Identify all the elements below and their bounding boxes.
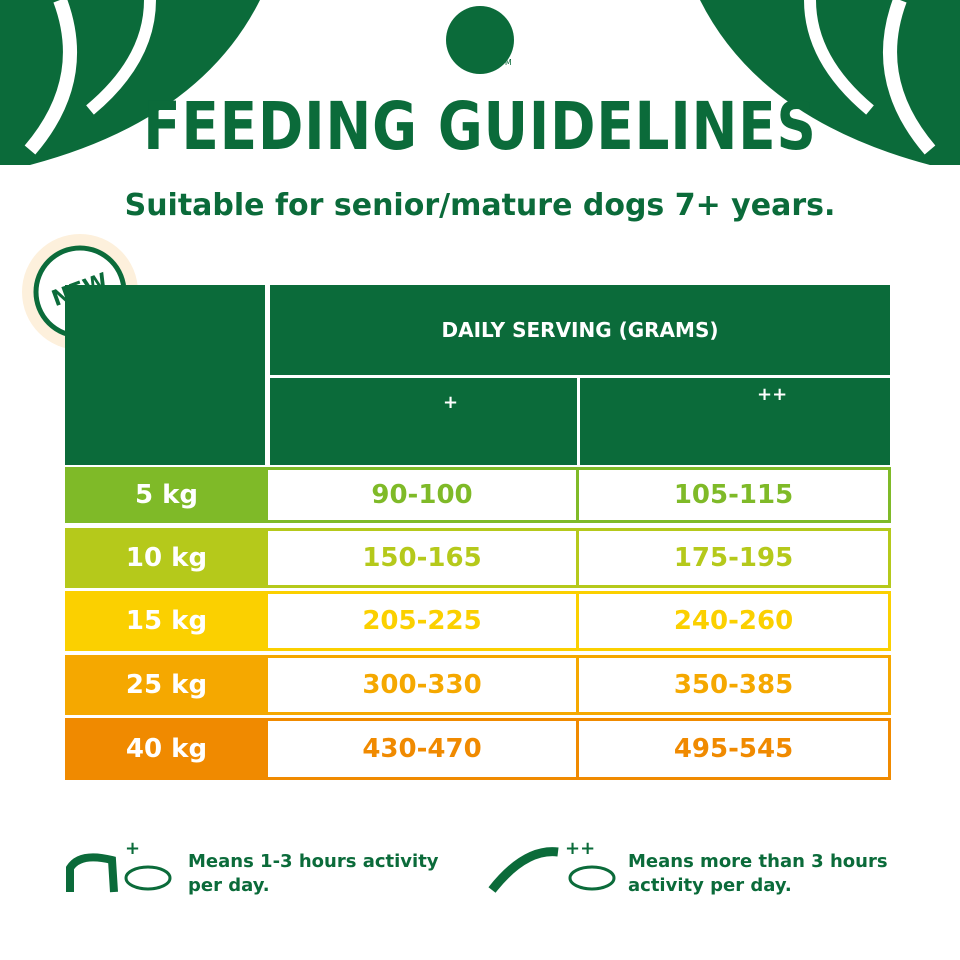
trademark: TM xyxy=(500,58,512,67)
subtitle: Suitable for senior/mature dogs 7+ years… xyxy=(124,188,836,223)
serving: 300-330 xyxy=(268,655,579,715)
legend-symbol: + xyxy=(125,838,141,859)
title: FEEDING GUIDELINES xyxy=(143,88,817,165)
serving: 495-545 xyxy=(579,718,891,780)
column-symbol: + xyxy=(443,392,459,413)
weight: 5 kg xyxy=(65,467,268,523)
serving: 240-260 xyxy=(579,591,891,651)
column-head xyxy=(580,378,890,465)
serving: 150-165 xyxy=(268,528,579,588)
serving: 350-385 xyxy=(579,655,891,715)
weight: 15 kg xyxy=(65,591,268,651)
weight: 10 kg xyxy=(65,528,268,588)
legend-text: Means 1-3 hours activity per day. xyxy=(188,851,439,896)
serving: 90-100 xyxy=(268,467,579,523)
legend-symbol: ++ xyxy=(565,838,596,859)
serving: 205-225 xyxy=(268,591,579,651)
icon-cell xyxy=(65,285,265,465)
weight: 25 kg xyxy=(65,655,268,715)
column-head xyxy=(270,378,577,465)
serving: 105-115 xyxy=(579,467,891,523)
serving: 430-470 xyxy=(268,718,579,780)
column-symbol: ++ xyxy=(757,384,788,405)
serving: 175-195 xyxy=(579,528,891,588)
table-heading: DAILY SERVING (GRAMS) xyxy=(270,285,890,375)
legend-text: Means more than 3 hours activity per day… xyxy=(628,851,888,896)
weight: 40 kg xyxy=(65,718,268,780)
